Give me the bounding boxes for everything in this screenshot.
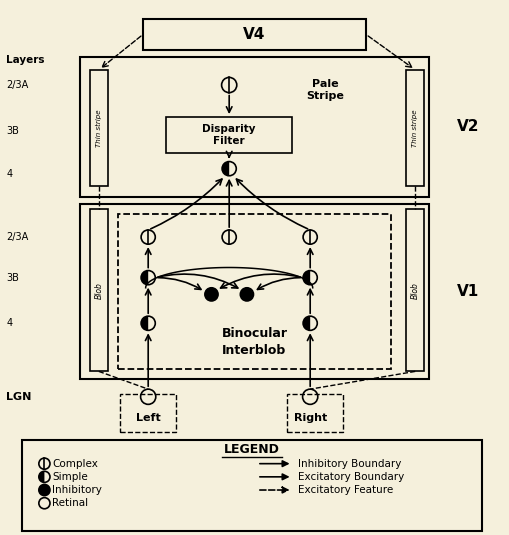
Text: LGN: LGN xyxy=(7,392,32,402)
Text: Excitatory Boundary: Excitatory Boundary xyxy=(298,472,404,482)
Text: Inhibitory Boundary: Inhibitory Boundary xyxy=(298,458,401,469)
Text: Retinal: Retinal xyxy=(52,498,88,508)
Polygon shape xyxy=(141,271,148,285)
Polygon shape xyxy=(39,471,44,483)
Text: Pale
Stripe: Pale Stripe xyxy=(306,79,344,101)
Text: Complex: Complex xyxy=(52,458,98,469)
FancyBboxPatch shape xyxy=(90,70,108,186)
Circle shape xyxy=(205,288,218,301)
Text: V1: V1 xyxy=(457,284,479,299)
Text: Interblob: Interblob xyxy=(222,343,287,357)
Text: LEGEND: LEGEND xyxy=(224,444,280,456)
Text: Binocular: Binocular xyxy=(221,327,288,340)
Text: Inhibitory: Inhibitory xyxy=(52,485,102,495)
Text: 2/3A: 2/3A xyxy=(7,80,29,90)
Text: Disparity
Filter: Disparity Filter xyxy=(203,125,256,146)
FancyBboxPatch shape xyxy=(406,209,424,371)
Text: Blob: Blob xyxy=(94,282,103,299)
Text: Excitatory Feature: Excitatory Feature xyxy=(298,485,393,495)
Text: Thin stripe: Thin stripe xyxy=(96,109,102,147)
Polygon shape xyxy=(303,271,310,285)
Text: Simple: Simple xyxy=(52,472,88,482)
Polygon shape xyxy=(303,316,310,330)
Text: 3B: 3B xyxy=(7,126,19,136)
Text: 3B: 3B xyxy=(7,273,19,282)
Text: 4: 4 xyxy=(7,169,13,179)
Polygon shape xyxy=(222,162,229,176)
Text: Blob: Blob xyxy=(411,282,420,299)
FancyBboxPatch shape xyxy=(406,70,424,186)
Text: 4: 4 xyxy=(7,318,13,328)
Text: Layers: Layers xyxy=(7,55,45,65)
FancyBboxPatch shape xyxy=(90,209,108,371)
Text: V2: V2 xyxy=(457,119,479,134)
Text: Right: Right xyxy=(294,413,327,423)
Text: 2/3A: 2/3A xyxy=(7,232,29,242)
Text: V4: V4 xyxy=(243,27,266,42)
Polygon shape xyxy=(141,316,148,330)
Text: Thin stripe: Thin stripe xyxy=(412,109,418,147)
Circle shape xyxy=(240,288,253,301)
Circle shape xyxy=(39,485,50,495)
Text: Left: Left xyxy=(136,413,160,423)
